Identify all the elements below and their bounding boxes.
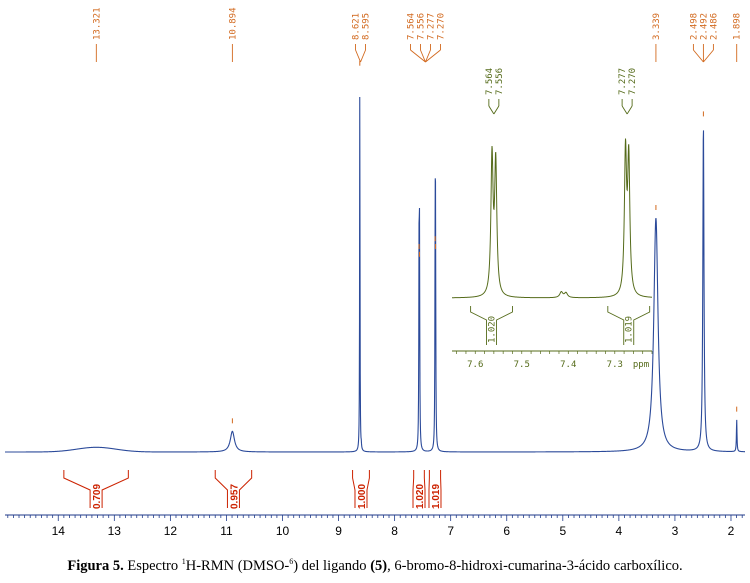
caption-sup-2: 6 bbox=[289, 557, 294, 566]
inset-integral-value: 1.020 bbox=[488, 316, 498, 343]
peak-label-connector bbox=[410, 49, 426, 63]
peak-label: 7.270 bbox=[436, 13, 446, 40]
peak-label-connector bbox=[693, 49, 704, 63]
caption-post: ) del ligando bbox=[293, 557, 367, 574]
integral-bracket bbox=[428, 470, 442, 508]
caption-mid: H-RMN (DMSO- bbox=[185, 557, 290, 574]
figure-caption: Figura 5. Espectro 1H-RMN (DMSO-6) del l… bbox=[0, 557, 750, 575]
peak-label: 13.321 bbox=[92, 7, 102, 40]
peak-label: 8.621 bbox=[352, 13, 362, 40]
inset-peak-label: 7.270 bbox=[628, 68, 638, 95]
integral-value: 1.019 bbox=[431, 484, 442, 509]
caption-tail: , 6-bromo-8-hidroxi-cumarina-3-ácido car… bbox=[387, 557, 683, 574]
x-tick-label: 5 bbox=[559, 524, 566, 538]
caption-pre: Espectro bbox=[127, 557, 179, 574]
peak-label: 7.556 bbox=[416, 13, 426, 40]
x-tick-label: 8 bbox=[391, 524, 398, 538]
integral-value: 1.020 bbox=[415, 484, 426, 509]
integral-bracket bbox=[412, 470, 426, 508]
inset-label-connector bbox=[626, 105, 633, 115]
inset-label-connector bbox=[621, 105, 628, 115]
inset-tick-label: 7.6 bbox=[467, 360, 483, 370]
peak-label-connector bbox=[355, 49, 361, 63]
main-spectrum-layer bbox=[5, 60, 745, 453]
x-tick-label: 4 bbox=[616, 524, 623, 538]
inset-trace bbox=[452, 138, 653, 299]
peak-label: 1.898 bbox=[733, 13, 743, 40]
x-tick-label: 10 bbox=[276, 524, 290, 538]
caption-label: Figura 5. bbox=[67, 557, 124, 574]
inset-tick-label: 7.3 bbox=[607, 360, 623, 370]
x-tick-label: 3 bbox=[672, 524, 679, 538]
peak-label: 2.498 bbox=[689, 13, 699, 40]
inset-peak-label: 7.277 bbox=[618, 68, 628, 95]
x-tick-label: 9 bbox=[335, 524, 342, 538]
peak-label-connector bbox=[360, 49, 366, 63]
inset-integral-value: 1.019 bbox=[625, 316, 635, 343]
inset-peak-label: 7.556 bbox=[495, 68, 505, 95]
integrals-layer: 0.709 0.957 1.000 1.020 1.019 bbox=[63, 470, 442, 509]
inset-tick-label: 7.4 bbox=[560, 360, 576, 370]
x-tick-label: 13 bbox=[108, 524, 122, 538]
peak-label-connector bbox=[703, 49, 714, 63]
integral-value: 0.709 bbox=[92, 484, 103, 509]
inset-label-connector bbox=[493, 105, 500, 115]
peak-labels-layer: 13.321 10.894 8.621 8.595 7.564 7.556 7.277 7.2… bbox=[92, 7, 743, 63]
x-tick-label: 12 bbox=[164, 524, 178, 538]
caption-compound: (5) bbox=[370, 557, 388, 574]
peak-label-connector bbox=[425, 49, 441, 63]
x-tick-label: 2 bbox=[728, 524, 735, 538]
inset-peak-label: 7.564 bbox=[485, 68, 495, 95]
integral-bracket bbox=[352, 470, 370, 508]
peak-label: 3.339 bbox=[652, 13, 662, 40]
inset-tick-label: 7.5 bbox=[514, 360, 530, 370]
integral-bracket bbox=[214, 470, 253, 508]
integral-value: 0.957 bbox=[229, 484, 240, 509]
x-tick-label: 6 bbox=[503, 524, 510, 538]
peak-label: 8.595 bbox=[362, 13, 372, 40]
peak-label: 2.492 bbox=[699, 13, 709, 40]
x-tick-label: 14 bbox=[52, 524, 66, 538]
inset-zoom-panel: 7.564 7.556 7.277 7.270 1.020 1.019 7.6 7.5 7.4 7… bbox=[452, 68, 653, 370]
inset-axis-unit: ppm bbox=[633, 360, 649, 370]
peak-label: 10.894 bbox=[228, 7, 238, 40]
integral-value: 1.000 bbox=[357, 484, 368, 509]
inset-integral-bracket bbox=[607, 306, 651, 345]
peak-label: 7.564 bbox=[406, 13, 416, 40]
peak-label-connector bbox=[425, 49, 431, 63]
peak-label: 7.277 bbox=[426, 13, 436, 40]
integral-bracket bbox=[63, 470, 129, 508]
x-axis: 14 13 12 11 10 9 8 7 6 5 4 3 2 bbox=[5, 514, 745, 538]
spectrum-trace bbox=[5, 96, 745, 453]
peak-label-connector bbox=[420, 49, 426, 63]
caption-sup-1: 1 bbox=[181, 557, 186, 566]
inset-integral-bracket bbox=[470, 306, 513, 345]
peak-label: 2.486 bbox=[709, 13, 719, 40]
inset-label-connector bbox=[488, 105, 495, 115]
x-tick-label: 7 bbox=[447, 524, 454, 538]
x-tick-label: 11 bbox=[220, 524, 233, 538]
